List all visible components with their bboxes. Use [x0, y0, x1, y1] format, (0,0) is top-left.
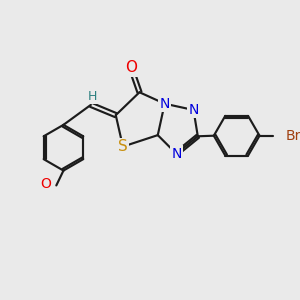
Text: N: N [188, 103, 199, 117]
Text: O: O [125, 60, 137, 75]
Text: Br: Br [285, 129, 300, 143]
Text: O: O [40, 177, 51, 191]
Text: S: S [118, 139, 128, 154]
Text: H: H [88, 90, 97, 103]
Text: N: N [160, 97, 170, 111]
Text: N: N [171, 147, 182, 161]
